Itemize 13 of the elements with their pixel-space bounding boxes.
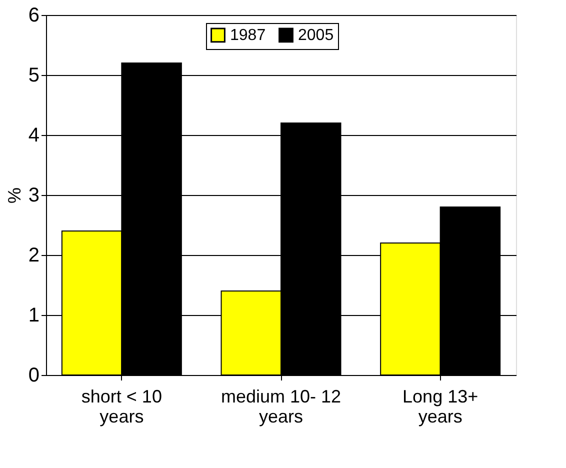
y-tick-label: 5	[28, 64, 40, 86]
x-tick-label: medium 10- 12 years	[220, 386, 342, 426]
y-tick-label: 3	[28, 184, 40, 206]
legend-label: 2005	[298, 27, 334, 44]
y-tick-label: 6	[28, 4, 40, 26]
legend-label: 1987	[230, 27, 266, 44]
y-tick-label: 4	[28, 124, 40, 146]
y-tick-label: 2	[28, 244, 40, 266]
y-tick-label: 0	[28, 364, 40, 386]
y-tick-label: 1	[28, 304, 40, 326]
x-tick-label: Long 13+ years	[402, 386, 478, 426]
x-tick-label: short < 10 years	[81, 386, 162, 426]
y-axis-title: %	[4, 187, 24, 204]
